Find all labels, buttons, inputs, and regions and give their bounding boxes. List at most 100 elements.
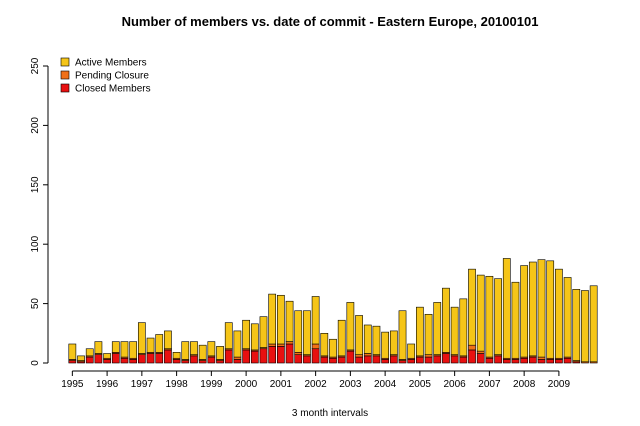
x-tick-label: 2000 [235, 379, 258, 390]
bar-segment-active-members [111, 341, 120, 353]
bar-segment-closed-members [172, 359, 181, 364]
bar-segment-pending-closure [537, 356, 546, 360]
bar-segment-active-members [442, 287, 450, 353]
bar-segment-active-members [528, 261, 537, 357]
bar-segment-closed-members [555, 359, 563, 364]
bar-segment-pending-closure [468, 344, 476, 351]
bar-segment-closed-members [459, 356, 468, 364]
bar-segment-active-members [120, 341, 129, 358]
y-tick-label: 150 [30, 176, 41, 193]
x-tick-label: 2004 [374, 379, 397, 390]
bar-segment-active-members [155, 334, 164, 353]
bar-segment-closed-members [250, 350, 259, 364]
bar-segment-active-members [363, 324, 372, 354]
bar-segment-closed-members [363, 355, 372, 364]
bar-segment-active-members [198, 344, 207, 360]
bar-segment-closed-members [268, 346, 277, 364]
x-tick-label: 1997 [131, 379, 154, 390]
x-tick-label: 2002 [304, 379, 327, 390]
bar-segment-closed-members [259, 348, 268, 364]
bar-segment-active-members [572, 289, 581, 361]
bar-segment-pending-closure [233, 356, 242, 360]
bar-segment-active-members [459, 298, 468, 357]
bar-segment-closed-members [155, 353, 164, 364]
bar-segment-closed-members [372, 355, 381, 364]
bar-segment-pending-closure [277, 343, 285, 347]
y-tick-label: 100 [30, 235, 41, 252]
bar-segment-closed-members [85, 356, 94, 364]
bar-segment-closed-members [476, 353, 485, 364]
bar-segment-closed-members [389, 355, 398, 364]
bar-segment-active-members [233, 330, 242, 358]
bar-segment-active-members [450, 306, 459, 355]
bar-segment-active-members [329, 338, 337, 358]
bar-segment-active-members [103, 353, 111, 359]
bar-segment-active-members [146, 337, 155, 353]
bar-segment-closed-members [398, 360, 407, 364]
x-tick-label: 2005 [409, 379, 432, 390]
bar-segment-active-members [94, 341, 103, 354]
bar-segment-active-members [581, 290, 589, 363]
chart-title: Number of members vs. date of commit - E… [122, 14, 539, 29]
legend-label: Pending Closure [75, 71, 149, 82]
x-tick-label: 2008 [513, 379, 536, 390]
bar-segment-pending-closure [311, 343, 320, 350]
bar-segment-active-members [381, 331, 389, 359]
bar-segment-active-members [407, 343, 416, 359]
bar-segment-closed-members [546, 359, 555, 364]
bar-segment-pending-closure [476, 350, 485, 354]
bar-segment-closed-members [164, 349, 172, 364]
legend-label: Active Members [75, 58, 147, 69]
bar-segment-active-members [589, 285, 598, 363]
bar-segment-active-members [476, 274, 485, 352]
bar-segment-closed-members [450, 355, 459, 364]
bar-segment-active-members [468, 268, 476, 346]
x-tick-label: 2009 [548, 379, 571, 390]
bar-segment-active-members [372, 325, 381, 355]
bar-segment-closed-members [502, 359, 511, 364]
bar-segment-closed-members [94, 354, 103, 364]
bar-segment-closed-members [528, 356, 537, 364]
bar-segment-closed-members [381, 359, 389, 364]
legend-swatch [60, 57, 70, 67]
bar-segment-active-members [320, 332, 329, 357]
bar-segment-closed-members [224, 349, 233, 364]
x-tick-label: 1999 [200, 379, 223, 390]
bar-segment-closed-members [494, 355, 502, 364]
bar-segment-closed-members [68, 360, 77, 364]
bar-segment-closed-members [277, 346, 285, 364]
bar-segment-closed-members [137, 354, 146, 364]
x-tick-label: 2001 [270, 379, 293, 390]
bar-segment-active-members [389, 330, 398, 355]
x-axis: 1995 1996 1997 1998 1999 2000 2001 2002 2003 2004… [61, 370, 571, 390]
bar-segment-pending-closure [363, 353, 372, 357]
bar-segment-closed-members [294, 354, 303, 364]
bar-segment-active-members [416, 306, 424, 357]
bar-segment-active-members [311, 296, 320, 345]
bar-segment-closed-members [442, 353, 450, 364]
bar-segment-closed-members [355, 356, 363, 364]
bar-segment-active-members [285, 300, 294, 342]
y-tick-label: 50 [30, 298, 41, 310]
y-axis: 0 50 100 150 200 250 [30, 57, 49, 366]
bar-segment-active-members [77, 355, 85, 361]
bar-segment-active-members [164, 330, 172, 350]
bar-segment-closed-members [120, 357, 129, 364]
bar-segment-active-members [268, 293, 277, 345]
bar-segment-active-members [216, 346, 224, 360]
bar-segment-active-members [137, 322, 146, 354]
legend-swatch [60, 83, 70, 93]
bar-segment-active-members [68, 343, 77, 360]
bar-segment-closed-members [285, 343, 294, 364]
x-tick-label: 1998 [165, 379, 188, 390]
bar-segment-active-members [172, 352, 181, 359]
bar-segment-active-members [424, 313, 433, 355]
bar-segment-pending-closure [294, 352, 303, 355]
bar-segment-active-members [398, 310, 407, 360]
bar-segment-closed-members [416, 356, 424, 364]
bar-segment-active-members [485, 275, 494, 358]
bar-segment-active-members [190, 341, 198, 355]
bar-segment-pending-closure [355, 354, 363, 358]
bar-segment-active-members [502, 258, 511, 359]
